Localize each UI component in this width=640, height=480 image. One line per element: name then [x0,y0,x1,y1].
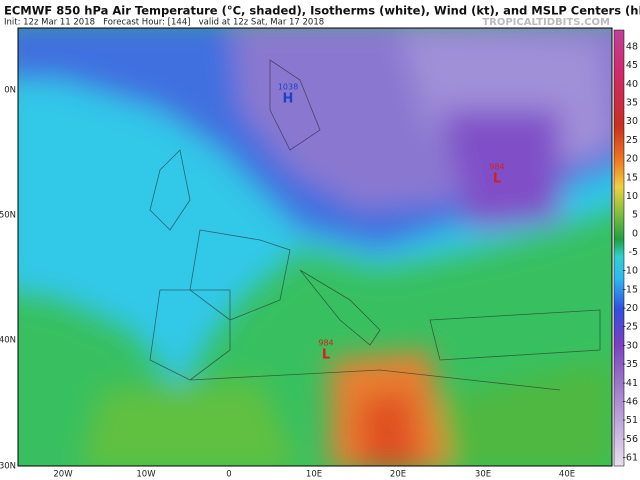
longitude-label: 30E [475,470,491,480]
colorbar-label: 10 [626,191,638,202]
colorbar-label: -20 [622,303,638,314]
colorbar-label: 0 [632,228,638,239]
colorbar-label: 30 [626,116,638,127]
longitude-label: 40E [559,470,575,480]
colorbar-label: -25 [622,322,638,333]
pressure-value: 984 [489,163,504,172]
latitude-label: 50N [0,211,16,221]
colorbar-label: -46 [622,396,638,407]
longitude-label: 20W [53,470,73,480]
subtitle: Init: 12z Mar 11 2018 Forecast Hour: [14… [4,18,324,28]
pressure-value: 1038 [278,83,298,92]
colorbar-label: 40 [626,79,638,90]
latitude-label: 0N [4,86,16,96]
pressure-value: 984 [318,339,333,348]
map-frame [17,27,613,467]
colorbar-label: -51 [622,415,638,426]
latitude-label: 40N [0,336,16,346]
map [18,28,612,466]
colorbar-label: -5 [629,247,638,258]
site-name: TROPICALTIDBITS.COM [482,17,610,28]
latitude-label: 30N [0,462,16,472]
colorbar-label: 20 [626,154,638,165]
colorbar-label: 15 [626,172,638,183]
colorbar-label: 25 [626,135,638,146]
colorbar-label: 48 [626,42,638,53]
colorbar-label: 35 [626,98,638,109]
colorbar-label: -56 [622,434,638,445]
longitude-label: 10E [306,470,322,480]
colorbar-label: 5 [632,210,638,221]
pressure-symbol: L [322,348,330,363]
longitude-label: 0 [226,470,231,480]
pressure-symbol: H [283,92,294,107]
colorbar-label: -41 [622,378,638,389]
longitude-label: 10W [136,470,156,480]
colorbar [613,29,625,467]
colorbar-label: 45 [626,60,638,71]
title: ECMWF 850 hPa Air Temperature (°C, shade… [4,4,640,18]
longitude-label: 20E [390,470,406,480]
pressure-symbol: L [493,172,501,187]
colorbar-label: -15 [622,284,638,295]
colorbar-label: -30 [622,340,638,351]
colorbar-label: -10 [622,266,638,277]
colorbar-label: -61 [622,453,638,464]
colorbar-label: -35 [622,359,638,370]
